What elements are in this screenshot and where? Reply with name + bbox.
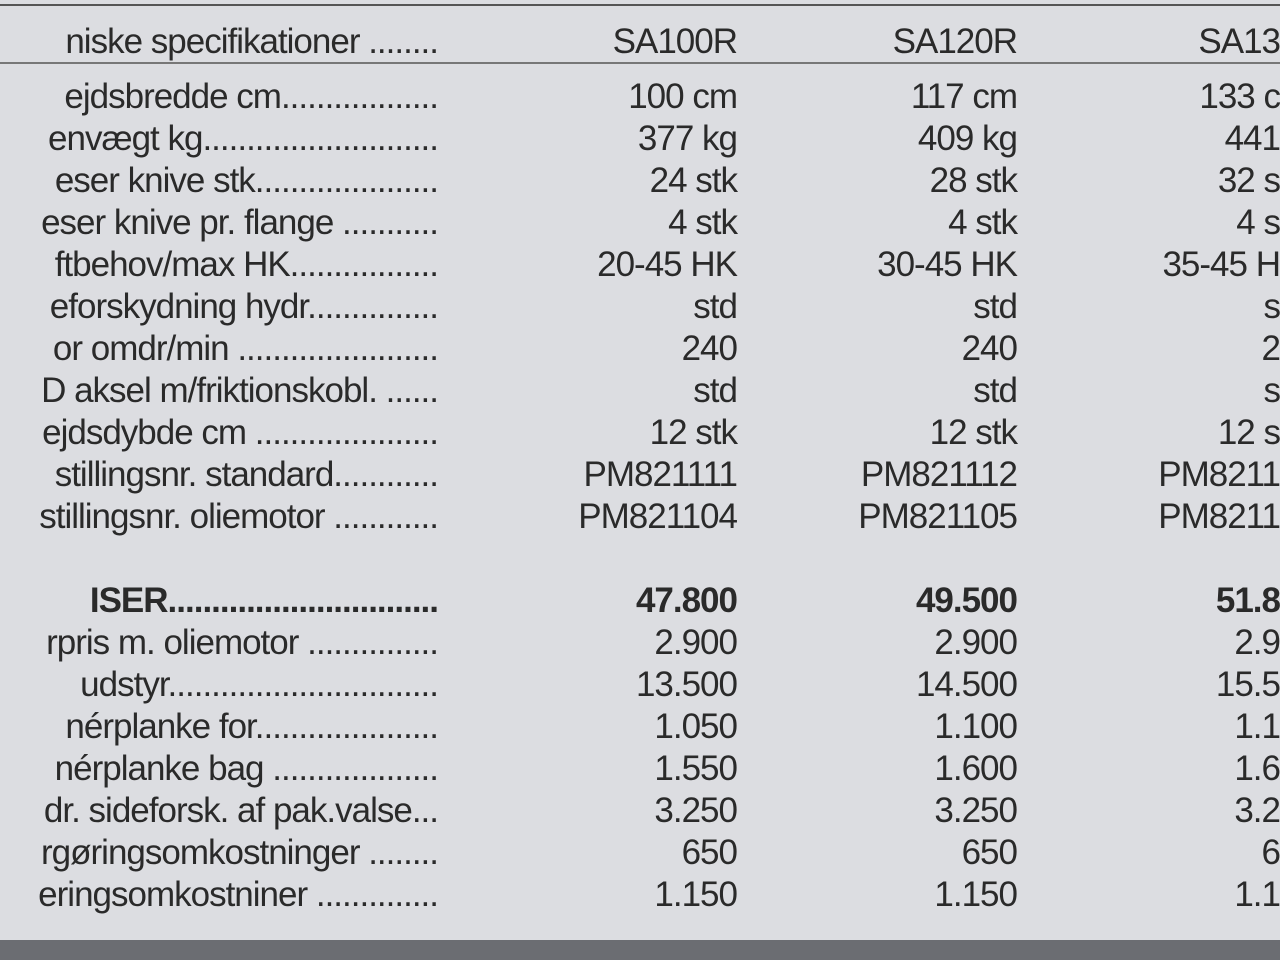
cell-value: 2.900 [934, 623, 1018, 662]
cell-value: 4 stk [948, 203, 1018, 242]
row-label: eser knive stk..................... [54, 161, 439, 200]
row-label: rpris m. oliemotor ............... [46, 623, 439, 662]
cell-value: 377 kg [637, 119, 738, 158]
cell-value: 12 stk [649, 413, 738, 452]
cell-value: 32 s [1217, 161, 1280, 200]
row-label: rgøringsomkostninger ........ [41, 833, 439, 872]
row-label: envægt kg........................... [48, 119, 439, 158]
cell-value: 1.6 [1234, 749, 1280, 788]
cell-value: 133 c [1199, 77, 1280, 116]
cell-value: 13.500 [635, 665, 738, 704]
cell-value: SA100R [612, 22, 738, 61]
cell-value: 650 [961, 833, 1018, 872]
row-label: eforskydning hydr............... [49, 287, 439, 326]
cell-value: 1.600 [934, 749, 1018, 788]
cell-value: 240 [961, 329, 1018, 368]
cell-value: 117 cm [910, 77, 1018, 116]
cell-value: PM8211 [1158, 497, 1280, 536]
cell-value: PM821104 [578, 497, 738, 536]
row-label: D aksel m/friktionskobl. ...... [41, 371, 439, 410]
cell-value: 3.250 [934, 791, 1018, 830]
cell-value: std [693, 287, 738, 326]
cell-value: 15.5 [1215, 665, 1280, 704]
row-label: ejdsbredde cm.................. [64, 77, 439, 116]
cell-value: 1.050 [654, 707, 738, 746]
cell-value: 100 cm [628, 77, 738, 116]
bottom-bar [0, 940, 1280, 960]
cell-value: 650 [681, 833, 738, 872]
cell-value: 240 [681, 329, 738, 368]
cell-value: 14.500 [915, 665, 1018, 704]
cell-value: 1.550 [654, 749, 738, 788]
row-label: udstyr............................... [80, 665, 439, 704]
row-label: eser knive pr. flange ........... [41, 203, 439, 242]
cell-value: s [1263, 287, 1280, 326]
cell-value: 49.500 [915, 581, 1018, 620]
cell-value: 4 s [1236, 203, 1280, 242]
cell-value: 24 stk [649, 161, 738, 200]
cell-value: 6 [1261, 833, 1280, 872]
cell-value: 2.9 [1234, 623, 1280, 662]
cell-value: PM821105 [858, 497, 1018, 536]
cell-value: PM8211 [1158, 455, 1280, 494]
row-label: ejdsdybde cm ..................... [42, 413, 439, 452]
cell-value: 1.1 [1234, 707, 1280, 746]
row-label: dr. sideforsk. af pak.valse... [43, 791, 439, 830]
cell-value: SA13 [1198, 22, 1280, 61]
row-label: stillingsnr. oliemotor ............ [39, 497, 439, 536]
cell-value: 2 [1261, 329, 1280, 368]
row-label: ISER............................... [89, 581, 439, 620]
cell-value: 12 stk [929, 413, 1018, 452]
cell-value: 1.1 [1234, 875, 1280, 914]
cell-value: 2.900 [654, 623, 738, 662]
cell-value: 3.2 [1234, 791, 1280, 830]
cell-value: PM821112 [860, 455, 1018, 494]
cell-value: 51.8 [1215, 581, 1280, 620]
cell-value: s [1263, 371, 1280, 410]
cell-value: PM821111 [583, 455, 738, 494]
cell-value: 47.800 [635, 581, 738, 620]
header-rule [0, 62, 1280, 64]
cell-value: std [693, 371, 738, 410]
row-label: eringsomkostniner .............. [38, 875, 439, 914]
row-label: nérplanke for..................... [65, 707, 439, 746]
row-label: ftbehov/max HK................. [54, 245, 439, 284]
cell-value: 1.100 [934, 707, 1018, 746]
cell-value: 441 [1224, 119, 1280, 158]
cell-value: 12 s [1217, 413, 1280, 452]
top-rule [0, 4, 1280, 6]
cell-value: SA120R [892, 22, 1018, 61]
cell-value: 409 kg [917, 119, 1018, 158]
cell-value: 28 stk [929, 161, 1018, 200]
cell-value: std [973, 287, 1018, 326]
cell-value: 1.150 [654, 875, 738, 914]
cell-value: 30-45 HK [877, 245, 1018, 284]
row-label: or omdr/min ....................... [52, 329, 439, 368]
cell-value: 20-45 HK [597, 245, 738, 284]
cell-value: 4 stk [668, 203, 738, 242]
row-label: niske specifikationer ........ [65, 22, 439, 61]
row-label: stillingsnr. standard............ [54, 455, 439, 494]
cell-value: std [973, 371, 1018, 410]
cell-value: 1.150 [934, 875, 1018, 914]
cell-value: 3.250 [654, 791, 738, 830]
row-label: nérplanke bag ................... [54, 749, 439, 788]
cell-value: 35-45 H [1162, 245, 1280, 284]
